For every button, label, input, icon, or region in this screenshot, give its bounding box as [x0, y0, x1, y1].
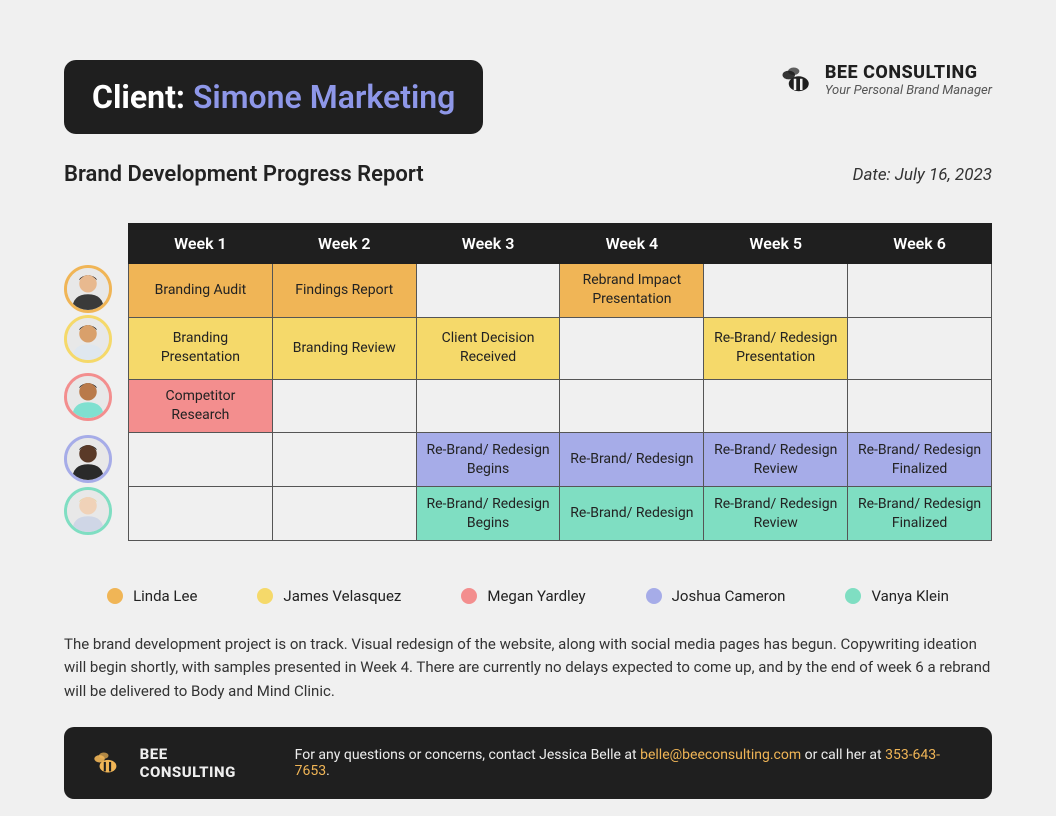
avatar-joshua: [64, 435, 112, 483]
legend-label: Vanya Klein: [871, 587, 948, 605]
gantt-cell: Re-Brand/ Redesign Presentation: [704, 317, 848, 379]
gantt-cell: [704, 379, 848, 433]
legend-item-megan: Megan Yardley: [461, 587, 585, 605]
brand-block: BEE CONSULTING Your Personal Brand Manag…: [775, 60, 992, 100]
summary-paragraph: The brand development project is on trac…: [64, 633, 992, 703]
legend-label: Joshua Cameron: [672, 587, 786, 605]
gantt-cell: Re-Brand/ Redesign Finalized: [848, 487, 992, 541]
gantt-cell: [560, 317, 704, 379]
gantt-cell: Branding Review: [272, 317, 416, 379]
brand-tagline: Your Personal Brand Manager: [825, 83, 992, 98]
avatar-james: [64, 315, 112, 363]
gantt-cell: [272, 379, 416, 433]
footer-pre: For any questions or concerns, contact J…: [295, 747, 640, 763]
gantt-cell: Re-Brand/ Redesign Finalized: [848, 433, 992, 487]
legend-item-james: James Velasquez: [257, 587, 401, 605]
gantt-cell: Re-Brand/ Redesign: [560, 433, 704, 487]
client-label: Client:: [92, 78, 185, 116]
legend-item-vanya: Vanya Klein: [845, 587, 948, 605]
gantt-row-vanya: Re-Brand/ Redesign BeginsRe-Brand/ Redes…: [129, 487, 992, 541]
legend-dot: [461, 588, 477, 604]
week-header: Week 4: [560, 224, 704, 264]
bee-icon: [88, 746, 122, 780]
report-date: Date: July 16, 2023: [853, 165, 992, 185]
gantt-cell: Client Decision Received: [416, 317, 560, 379]
gantt-chart: Week 1Week 2Week 3Week 4Week 5Week 6 Bra…: [64, 223, 992, 541]
legend-label: Linda Lee: [133, 587, 197, 605]
gantt-table: Week 1Week 2Week 3Week 4Week 5Week 6 Bra…: [128, 223, 992, 541]
bee-icon: [775, 60, 815, 100]
legend: Linda Lee James Velasquez Megan Yardley Jos…: [64, 587, 992, 605]
brand-name: BEE CONSULTING: [825, 62, 992, 83]
gantt-cell: [704, 264, 848, 318]
legend-dot: [257, 588, 273, 604]
gantt-cell: [272, 487, 416, 541]
week-header: Week 5: [704, 224, 848, 264]
legend-item-linda: Linda Lee: [107, 587, 197, 605]
gantt-cell: [848, 379, 992, 433]
gantt-cell: Findings Report: [272, 264, 416, 318]
gantt-row-linda: Branding AuditFindings Report Rebrand Imp…: [129, 264, 992, 318]
footer-brand: BEE CONSULTING: [140, 745, 267, 781]
avatar-megan: [64, 373, 112, 421]
gantt-cell: Re-Brand/ Redesign Review: [704, 433, 848, 487]
week-header: Week 2: [272, 224, 416, 264]
gantt-cell: Re-Brand/ Redesign Review: [704, 487, 848, 541]
gantt-cell: Branding Presentation: [129, 317, 273, 379]
gantt-cell: [848, 317, 992, 379]
gantt-cell: Re-Brand/ Redesign Begins: [416, 433, 560, 487]
legend-label: Megan Yardley: [487, 587, 585, 605]
footer-bar: BEE CONSULTING For any questions or conc…: [64, 727, 992, 799]
avatar-vanya: [64, 487, 112, 535]
week-header: Week 6: [848, 224, 992, 264]
gantt-cell: Branding Audit: [129, 264, 273, 318]
gantt-cell: [416, 379, 560, 433]
gantt-cell: [129, 433, 273, 487]
week-header: Week 1: [129, 224, 273, 264]
report-title: Brand Development Progress Report: [64, 162, 424, 187]
gantt-row-james: Branding PresentationBranding ReviewClie…: [129, 317, 992, 379]
client-pill: Client: Simone Marketing: [64, 60, 483, 134]
footer-email[interactable]: belle@beeconsulting.com: [640, 747, 801, 763]
gantt-cell: [848, 264, 992, 318]
gantt-cell: [129, 487, 273, 541]
gantt-cell: Competitor Research: [129, 379, 273, 433]
week-header: Week 3: [416, 224, 560, 264]
legend-label: James Velasquez: [283, 587, 401, 605]
client-name: Simone Marketing: [193, 78, 455, 116]
gantt-cell: [272, 433, 416, 487]
legend-dot: [845, 588, 861, 604]
gantt-cell: [560, 379, 704, 433]
gantt-cell: [416, 264, 560, 318]
footer-text: For any questions or concerns, contact J…: [295, 747, 968, 779]
footer-mid: or call her at: [801, 747, 885, 763]
gantt-cell: Re-Brand/ Redesign: [560, 487, 704, 541]
gantt-row-megan: Competitor Research: [129, 379, 992, 433]
avatar-column: [64, 223, 128, 541]
gantt-row-joshua: Re-Brand/ Redesign BeginsRe-Brand/ Redes…: [129, 433, 992, 487]
avatar-linda: [64, 265, 112, 313]
legend-dot: [646, 588, 662, 604]
gantt-cell: Rebrand Impact Presentation: [560, 264, 704, 318]
gantt-cell: Re-Brand/ Redesign Begins: [416, 487, 560, 541]
footer-post: .: [326, 763, 330, 779]
legend-item-joshua: Joshua Cameron: [646, 587, 786, 605]
legend-dot: [107, 588, 123, 604]
